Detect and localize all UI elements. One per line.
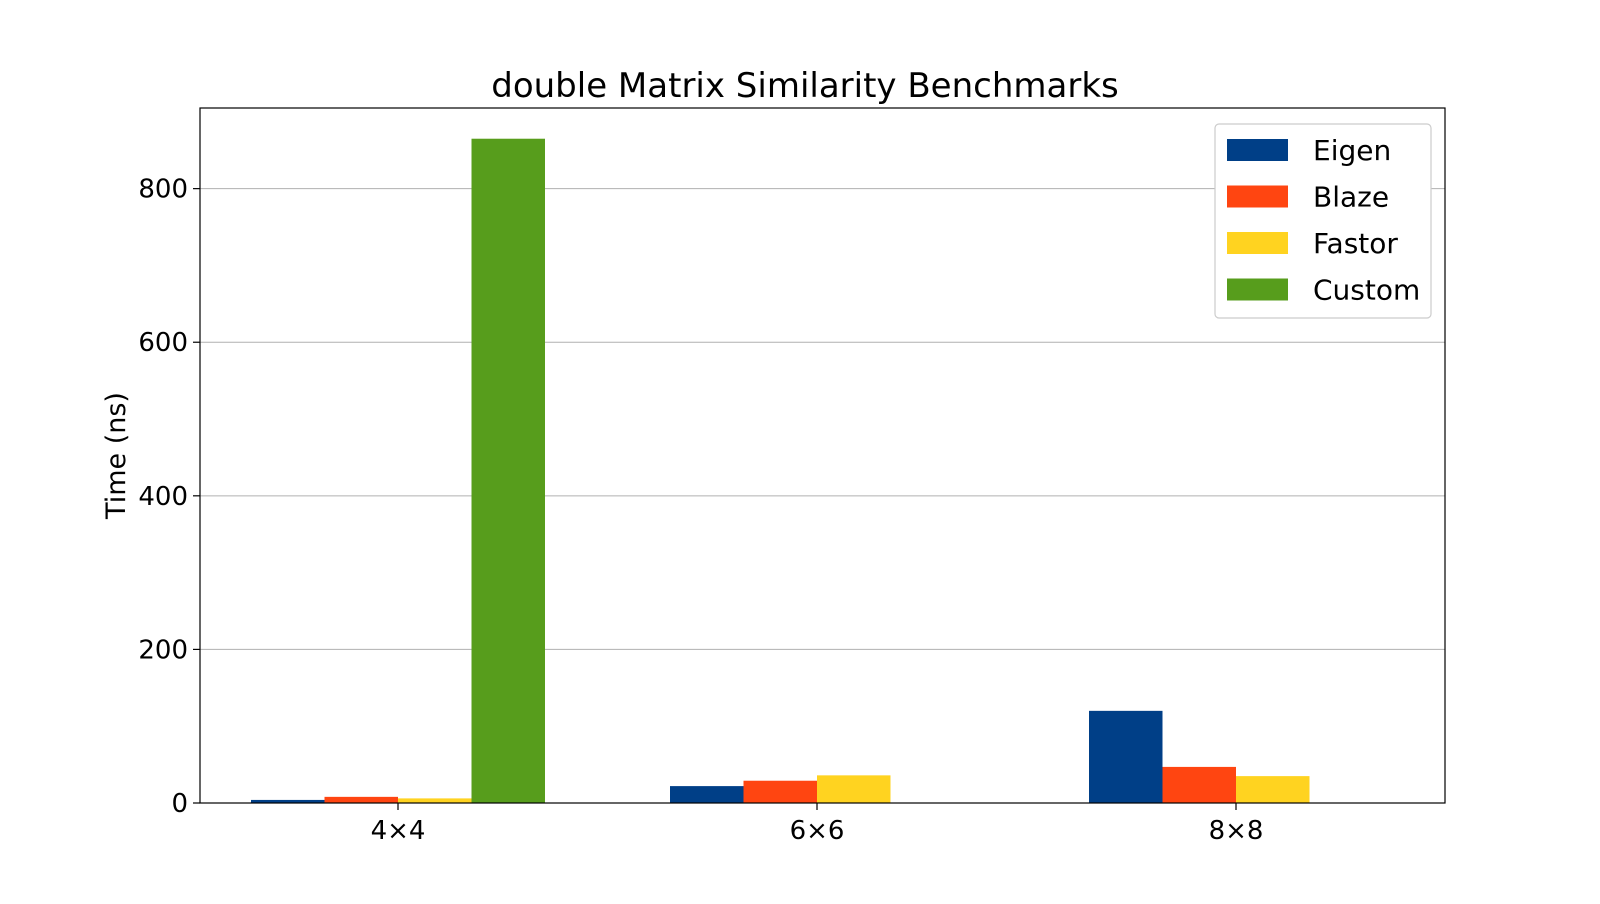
x-tick-label: 4×4 [371,816,426,846]
legend: Eigen Blaze Fastor Custom [1214,123,1432,319]
legend-swatch-fastor [1227,232,1288,254]
legend-label-custom: Custom [1313,274,1420,307]
legend-label-blaze: Blaze [1313,181,1389,214]
bar-eigen [1089,710,1163,803]
bar-fastor [1236,776,1310,803]
chart-title: double Matrix Similarity Benchmarks [491,66,1118,106]
x-tick-label: 8×8 [1209,816,1264,846]
bar-blaze [1162,766,1236,803]
y-axis-label: Time (ns) [101,392,132,520]
bar-eigen [251,799,325,803]
y-tick-label: 200 [138,635,188,665]
legend-frame [1214,123,1432,319]
x-tick-label: 6×6 [790,816,845,846]
y-tick-label: 400 [138,482,188,512]
y-tick-label: 600 [138,328,188,358]
legend-label-fastor: Fastor [1313,227,1398,260]
bar-fastor [398,798,472,803]
y-tick-label: 0 [171,789,188,819]
y-tick-label: 800 [138,175,188,205]
axis-ticks: 0 200 400 600 800 4×4 6×6 8×8 [138,175,1263,846]
plot-frame [199,107,1446,804]
bar-blaze [324,796,398,803]
bar-eigen [670,786,744,803]
legend-swatch-custom [1227,278,1288,301]
legend-swatch-blaze [1227,185,1288,208]
bar-custom [471,138,545,803]
legend-swatch-eigen [1227,139,1288,161]
bar-fastor [817,775,891,803]
legend-label-eigen: Eigen [1313,134,1391,167]
bar-blaze [743,780,817,803]
bars [251,138,1310,803]
